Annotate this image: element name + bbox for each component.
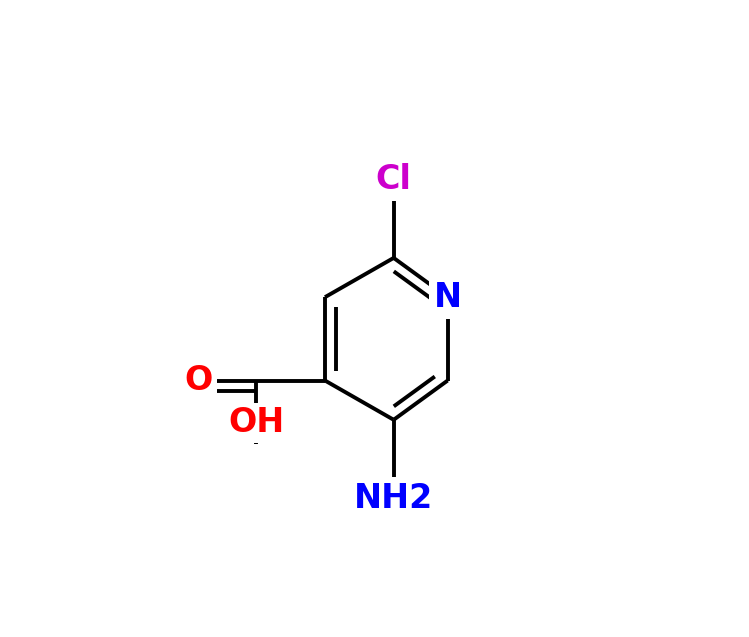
Text: NH2: NH2 xyxy=(354,482,434,515)
Text: O: O xyxy=(184,364,212,397)
Text: Cl: Cl xyxy=(376,163,412,196)
Text: OH: OH xyxy=(228,406,285,440)
Text: N: N xyxy=(434,281,461,313)
